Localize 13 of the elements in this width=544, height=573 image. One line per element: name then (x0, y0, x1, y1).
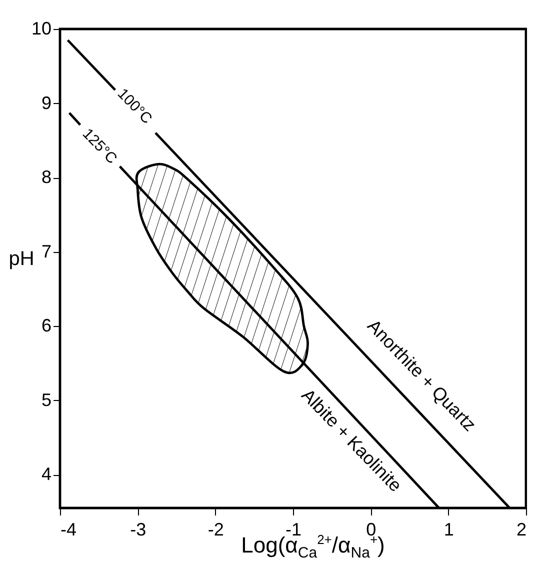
x-tick-label: -4 (60, 520, 77, 540)
y-tick-label: 9 (41, 92, 52, 113)
y-axis-title: pH (8, 248, 34, 270)
y-tick-label: 8 (41, 167, 52, 188)
y-tick-label: 6 (41, 316, 52, 336)
y-tick-label: 5 (41, 390, 52, 410)
x-tick-label: -2 (208, 520, 224, 540)
x-tick-label: 1 (444, 520, 454, 540)
y-tick-label: 10 (31, 18, 52, 38)
y-tick-label: 4 (41, 464, 52, 484)
x-tick-label: 2 (516, 520, 526, 540)
x-tick-label: -3 (130, 520, 146, 540)
y-tick-label: 7 (41, 241, 52, 262)
